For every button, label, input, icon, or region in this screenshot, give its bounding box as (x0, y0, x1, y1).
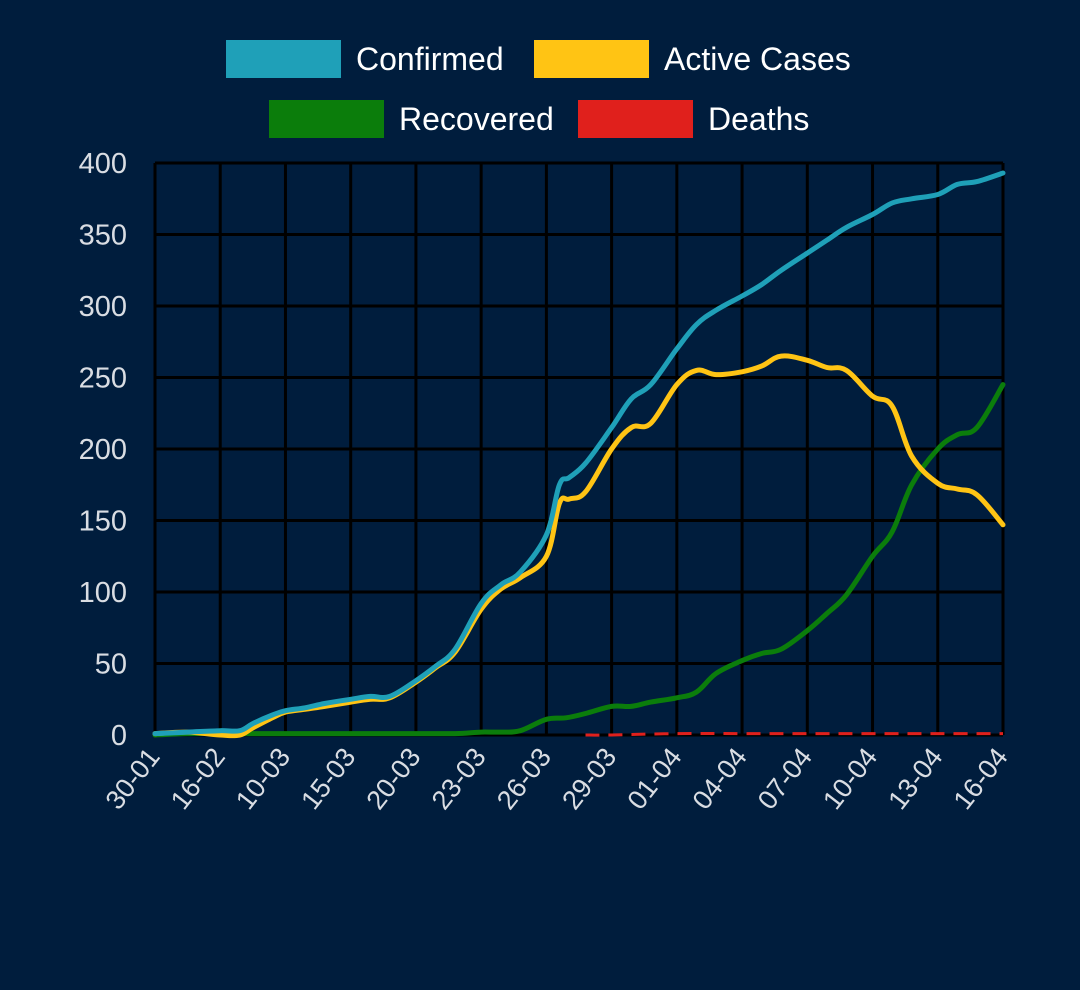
y-tick-label: 0 (111, 720, 127, 752)
y-tick-label: 250 (79, 363, 127, 395)
legend-item-active-cases: Active Cases (534, 40, 851, 78)
y-tick-label: 150 (79, 506, 127, 538)
series-line-confirmed (152, 170, 1006, 737)
y-tick-label: 100 (79, 577, 127, 609)
legend-item-recovered: Recovered (269, 100, 554, 138)
legend-swatch (269, 100, 384, 138)
legend-item-confirmed: Confirmed (226, 40, 504, 78)
legend-label: Deaths (708, 101, 809, 137)
series-line-recovered (152, 382, 1006, 738)
legend-swatch (226, 40, 341, 78)
legend-swatch (578, 100, 693, 138)
legend: Confirmed Active Cases Recovered Deaths (226, 40, 851, 138)
series-line-deaths (585, 731, 1003, 737)
y-tick-label: 350 (79, 220, 127, 252)
y-tick-label: 400 (79, 148, 127, 180)
y-axis: 0 50 100 150 200 250 300 350 400 (79, 148, 127, 752)
legend-label: Confirmed (356, 41, 504, 77)
y-tick-label: 300 (79, 291, 127, 323)
legend-label: Active Cases (664, 41, 851, 77)
y-tick-label: 50 (95, 649, 127, 681)
y-tick-label: 200 (79, 434, 127, 466)
legend-swatch (534, 40, 649, 78)
grid-lines (153, 161, 1005, 737)
legend-item-deaths: Deaths (578, 100, 809, 138)
legend-label: Recovered (399, 101, 554, 137)
series-layer (152, 170, 1006, 739)
